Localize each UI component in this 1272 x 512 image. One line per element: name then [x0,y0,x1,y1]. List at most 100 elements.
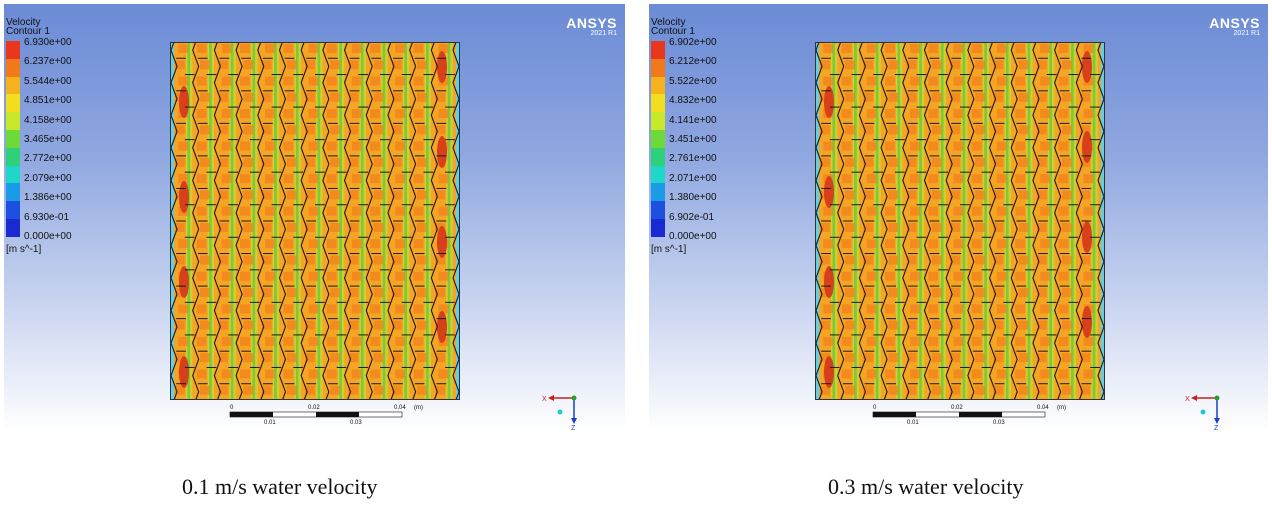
high-velocity-cell [373,255,384,265]
legend-tick-label: 6.212e+00 [669,56,717,68]
fin-line [1075,42,1083,400]
high-velocity-cell [305,157,315,167]
high-velocity-cell [395,76,406,86]
high-velocity-cell [348,353,359,363]
high-velocity-cell [1015,271,1025,281]
low-velocity-core [274,42,277,400]
high-velocity-cell [1036,320,1047,330]
low-velocity-core [962,42,966,400]
fin-line [902,42,910,400]
legend-swatch [6,165,20,184]
brand-version: 2021 R1 [1233,30,1260,37]
high-velocity-cell [823,141,834,151]
low-velocity-core [940,42,944,400]
legend-title-contour: Contour 1 [6,26,50,37]
x-axis-label: X [1185,396,1190,403]
peak-velocity-spot [824,86,834,118]
high-velocity-cell [845,92,855,102]
high-velocity-cell [885,239,895,249]
high-velocity-cell [413,336,424,346]
high-velocity-cell [218,60,229,70]
high-velocity-cell [196,304,207,314]
high-velocity-cell [261,385,272,395]
high-velocity-cell [931,125,942,135]
high-velocity-cell [265,76,275,86]
high-velocity-cell [888,157,899,167]
high-velocity-cell [996,141,1007,151]
high-velocity-cell [1058,239,1069,249]
high-velocity-cell [1018,223,1029,232]
high-velocity-cell [996,239,1007,249]
high-velocity-cell [885,304,895,314]
y-axis-dot [1214,395,1220,401]
high-velocity-cell [265,109,275,119]
high-velocity-cell [221,304,232,314]
high-velocity-cell [395,206,406,216]
high-velocity-cell [196,44,207,53]
high-velocity-cell [971,76,982,86]
high-velocity-cell [1018,288,1029,298]
scale-top-label: 0 [873,405,877,411]
high-velocity-cell [261,223,272,232]
high-velocity-cell [866,304,877,314]
legend-title-quantity: Velocity [651,17,686,28]
legend-swatch [6,218,20,237]
high-velocity-cell [975,353,985,363]
high-velocity-cell [200,255,210,265]
high-velocity-cell [1036,385,1047,395]
legend-swatch [651,201,665,219]
legend-unit: [m s^-1] [651,244,687,255]
high-velocity-cell [265,141,275,151]
high-velocity-cell [240,369,250,379]
high-velocity-cell [993,288,1004,298]
high-velocity-cell [993,125,1004,135]
legend-swatch [651,183,665,202]
high-velocity-cell [438,369,449,379]
high-velocity-cell [351,76,362,86]
high-velocity-cell [971,109,982,119]
high-velocity-cell [1080,125,1091,135]
high-velocity-cell [438,174,449,184]
high-velocity-cell [1018,125,1029,135]
high-velocity-cell [841,141,852,151]
fin-line [1097,42,1105,400]
high-velocity-cell [931,385,942,395]
fin-line [322,42,330,400]
high-velocity-cell [931,223,942,232]
high-velocity-cell [993,60,1004,70]
high-velocity-cell [413,369,424,379]
high-velocity-cell [286,385,297,395]
high-velocity-cell [330,223,340,232]
high-velocity-cell [416,125,427,135]
legend-tick-label: 2.079e+00 [24,172,72,184]
high-velocity-cell [885,336,895,346]
high-velocity-cell [993,353,1004,363]
high-velocity-cell [993,190,1004,200]
low-velocity-core [230,42,234,400]
legend-tick-label: 6.930e-01 [24,211,70,223]
fin-line [170,42,178,400]
high-velocity-cell [283,174,294,184]
high-velocity-cell [820,223,830,232]
fin-line [235,42,243,400]
high-velocity-cell [885,141,895,151]
domain-border [170,42,460,400]
z-axis-arrowhead [571,418,577,424]
high-velocity-cell [996,271,1007,281]
high-velocity-cell [975,190,985,200]
high-velocity-cell [1040,109,1051,119]
scale-bar-segment [959,412,1002,417]
high-velocity-cell [953,206,964,216]
high-velocity-cell [950,223,960,232]
high-velocity-cell [261,255,272,265]
high-velocity-cell [1018,190,1029,200]
low-velocity-core [854,42,857,400]
high-velocity-cell [993,385,1004,395]
fin-line [409,42,417,400]
low-velocity-core [426,42,429,400]
high-velocity-cell [308,76,319,86]
high-velocity-cell [823,76,834,86]
high-velocity-cell [175,157,185,167]
fin-line [967,42,975,400]
high-velocity-cell [283,271,294,281]
